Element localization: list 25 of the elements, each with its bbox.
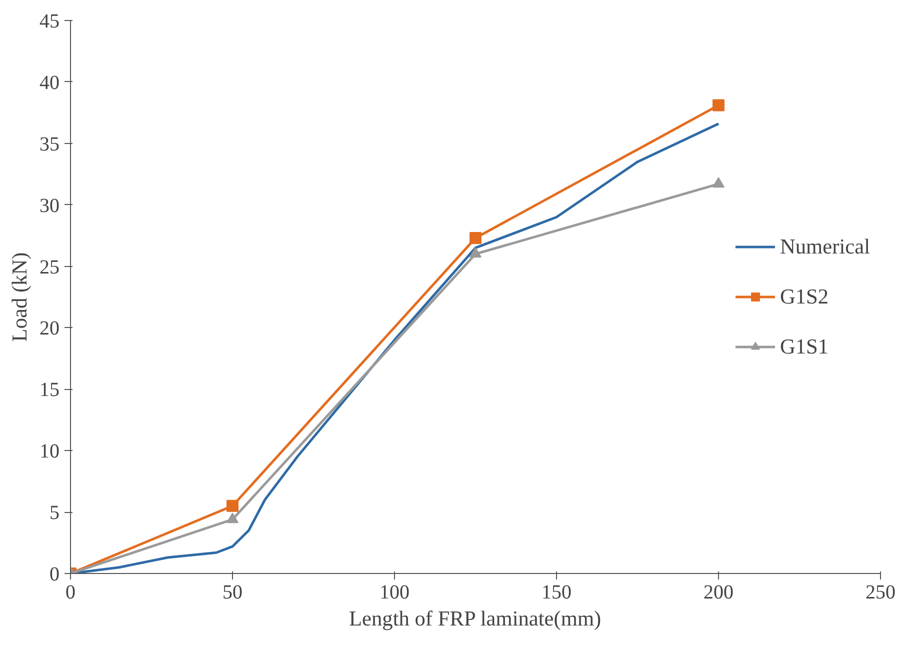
y-axis-title: Load (kN) [8,252,32,342]
point [712,99,724,112]
y-tick-label: 35 [40,133,60,156]
y-tick-label: 5 [50,502,60,524]
y-tick-label: 15 [40,379,60,402]
point [470,232,482,244]
legend-label: G1S1 [780,334,829,359]
x-tick-label: 100 [380,582,410,604]
x-axis-title: Length of FRP laminate(mm) [349,606,602,630]
legend-label: G1S2 [780,284,829,309]
y-tick-label: 25 [40,256,60,278]
x-tick-label: 50 [222,582,242,604]
y-tick-label: 45 [40,10,60,32]
x-tick-label: 150 [542,582,572,604]
x-tick-label: 250 [866,582,896,604]
y-tick-label: 0 [50,564,60,586]
x-tick-label: 200 [704,582,734,604]
y-tick-label: 40 [40,72,60,94]
x-tick-label: 0 [66,582,76,604]
y-tick-label: 20 [40,318,60,340]
y-tick-label: 30 [40,194,60,217]
y-tick-label: 10 [40,440,60,463]
legend-label: Numerical [780,234,870,259]
point [712,177,724,188]
point [470,247,482,258]
